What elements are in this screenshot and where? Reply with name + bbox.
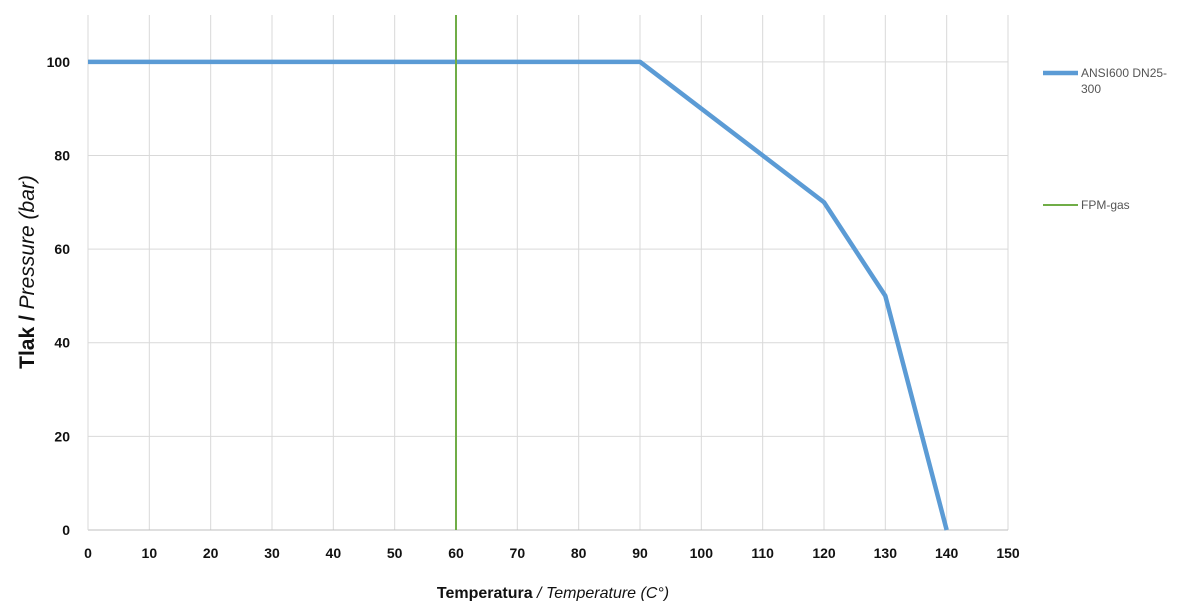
y-axis-label-italic: Pressure (bar) — [16, 175, 39, 309]
x-tick-label: 10 — [142, 545, 158, 561]
x-axis-label-bold: Temperatura — [437, 585, 533, 601]
legend-label: FPM-gas — [1081, 198, 1130, 212]
x-tick-label: 150 — [996, 545, 1020, 561]
x-tick-label: 110 — [751, 545, 774, 561]
tick-labels: 0 10 20 30 40 50 60 70 80 90 100 110 120 130 140 150 0 20… — [47, 54, 1020, 561]
x-axis-label: Temperatura / Temperature (C°) — [437, 585, 669, 601]
x-tick-label: 100 — [690, 545, 714, 561]
x-tick-label: 140 — [935, 545, 959, 561]
x-axis-label-sep: / — [533, 585, 546, 601]
x-tick-label: 90 — [632, 545, 648, 561]
series-group — [88, 15, 949, 531]
y-axis-label: Tlak / Pressure (bar) — [16, 175, 39, 369]
x-tick-label: 60 — [448, 545, 464, 561]
legend-label: 300 — [1081, 82, 1101, 96]
axes — [87, 15, 1008, 531]
x-tick-label: 120 — [812, 545, 836, 561]
x-tick-label: 40 — [326, 545, 342, 561]
x-tick-label: 20 — [203, 545, 219, 561]
y-tick-label: 80 — [54, 147, 70, 163]
x-tick-label: 50 — [387, 545, 403, 561]
legend: ANSI600 DN25- 300 FPM-gas — [1043, 66, 1167, 212]
y-tick-label: 60 — [54, 241, 70, 257]
y-tick-label: 0 — [62, 522, 70, 538]
y-axis-label-sep: / — [16, 309, 39, 321]
x-tick-label: 30 — [264, 545, 280, 561]
x-tick-label: 130 — [874, 545, 898, 561]
x-axis-label-italic: Temperature (C°) — [546, 585, 669, 601]
x-tick-label: 80 — [571, 545, 587, 561]
y-tick-label: 100 — [47, 54, 71, 70]
y-tick-label: 40 — [54, 335, 70, 351]
legend-label: ANSI600 DN25- — [1081, 66, 1167, 80]
y-tick-label: 20 — [54, 428, 70, 444]
y-axis-label-bold: Tlak — [16, 321, 39, 369]
x-tick-label: 70 — [510, 545, 526, 561]
x-tick-label: 0 — [84, 545, 92, 561]
